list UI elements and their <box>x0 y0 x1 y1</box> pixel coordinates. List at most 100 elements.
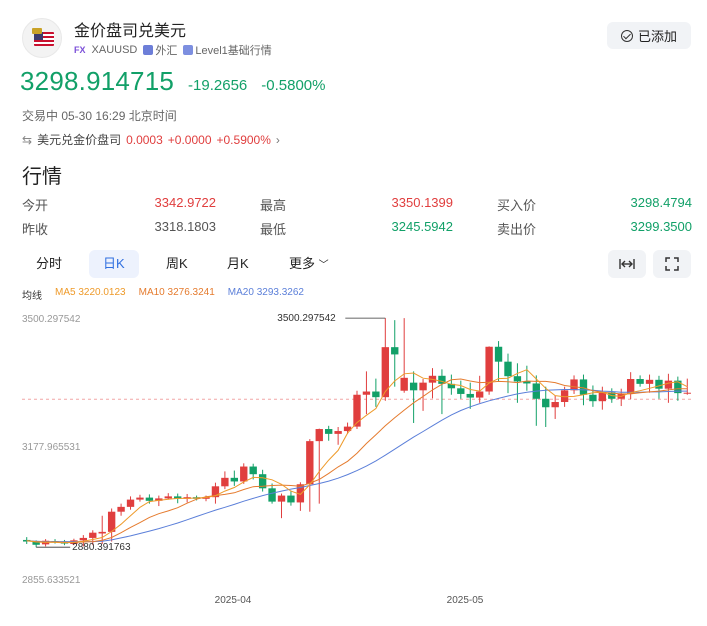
candle-body <box>343 426 352 432</box>
candle-body <box>457 388 465 394</box>
candlestick-chart[interactable]: 3500.297542 3177.965531 2855.633521 3500.29… <box>0 300 707 626</box>
price-change: -19.2656 <box>188 77 248 94</box>
candle-body <box>136 497 144 500</box>
open-value: 3342.9722 <box>154 195 216 210</box>
ask-value: 3299.3500 <box>630 219 692 234</box>
min-annotation: 2880.391763 <box>72 542 131 553</box>
fullscreen-button[interactable] <box>653 250 691 278</box>
tab-more[interactable]: 更多 ﹀ <box>275 250 343 278</box>
candle-body <box>98 531 106 534</box>
added-watchlist-button[interactable]: 已添加 <box>607 22 691 49</box>
cross-change-pct: +0.5900% <box>216 132 271 147</box>
chevron-down-icon: ﹀ <box>318 260 329 271</box>
ma5-label: MA5 3220.0123 <box>55 287 126 298</box>
fullscreen-icon <box>665 257 679 271</box>
gold-bar-icon <box>32 28 42 34</box>
candle-body <box>513 376 522 382</box>
ask-label: 卖出价 <box>497 222 537 237</box>
ma-base-label: 均线 <box>22 291 42 302</box>
price-change-pct: -0.5800% <box>261 77 326 94</box>
candle-body <box>674 380 682 394</box>
candle-body <box>32 541 40 545</box>
ma20-line <box>26 389 688 543</box>
candle-body <box>419 382 427 391</box>
candle-body <box>551 402 559 408</box>
cross-change: +0.0000 <box>167 132 212 147</box>
candle-body <box>400 377 408 391</box>
instrument-header: 金价盘司兑美元 FX XAUUSD 外汇 Level1基础行情 <box>22 14 692 62</box>
expand-horizontal-icon <box>619 259 635 269</box>
section-title: 行情 <box>22 166 62 188</box>
x-axis-label: 2025-04 <box>215 595 252 606</box>
ma5-line <box>26 369 688 544</box>
candle-body <box>542 398 550 408</box>
candle-body <box>494 346 503 362</box>
low-value: 3245.5942 <box>391 219 453 234</box>
candle-body <box>626 379 635 394</box>
candle-body <box>107 511 116 532</box>
ma10-line <box>26 378 688 543</box>
market-label: 外汇 <box>155 45 178 57</box>
x-axis-label: 2025-05 <box>447 595 484 606</box>
candle-body <box>268 488 276 502</box>
open-label: 今开 <box>22 198 49 213</box>
candle-body <box>589 394 597 402</box>
candle-body <box>655 379 663 389</box>
bid-value: 3298.4794 <box>630 195 692 210</box>
candle-body <box>409 382 418 391</box>
prev-close-value: 3318.1803 <box>154 219 216 234</box>
candle-body <box>211 486 220 498</box>
y-axis-label: 2855.633521 <box>22 575 81 586</box>
candle-body <box>334 431 342 434</box>
candle-body <box>560 390 569 403</box>
candle-body <box>447 383 456 389</box>
tab-intraday[interactable]: 分时 <box>36 256 63 271</box>
chevron-right-icon: › <box>275 132 280 147</box>
candle-body <box>249 466 257 475</box>
candle-body <box>325 429 333 434</box>
price-row: 3298.914715 -19.2656 -0.5800% <box>20 66 325 97</box>
check-circle-icon <box>620 29 633 42</box>
candle-body <box>391 347 399 355</box>
candle-body <box>466 393 474 398</box>
candle-body <box>636 379 644 384</box>
candle-body <box>155 498 163 501</box>
candle-body <box>362 391 371 395</box>
candle-body <box>353 394 361 427</box>
cross-name: 美元兑金价盘司 <box>37 133 122 147</box>
cross-rate-link[interactable]: ⇆ 美元兑金价盘司 0.0003 +0.0000 +0.5900% › <box>22 131 280 148</box>
candle-body <box>485 346 493 392</box>
candle-body <box>381 347 389 398</box>
max-annotation: 3500.297542 <box>277 313 336 324</box>
candle-body <box>277 495 286 502</box>
prev-close-label: 昨收 <box>22 222 49 237</box>
candle-body <box>145 497 154 501</box>
y-axis-label: 3177.965531 <box>22 442 81 453</box>
candle-body <box>570 379 578 391</box>
quote-row: 昨收 3318.1803 最低 3245.5942 卖出价 3299.3500 <box>22 219 692 243</box>
candle-body <box>664 380 673 389</box>
candle-body <box>598 392 607 402</box>
swap-icon: ⇆ <box>22 132 33 147</box>
candle-body <box>221 477 229 487</box>
chart-period-tabs: 分时 日K 周K 月K 更多 ﹀ <box>22 250 692 278</box>
candle-body <box>296 484 305 503</box>
tab-daily-k[interactable]: 日K <box>89 250 139 278</box>
candle-body <box>230 477 239 482</box>
us-flag-icon <box>22 18 62 58</box>
candle-body <box>579 379 588 395</box>
candle-body <box>306 441 314 485</box>
tab-monthly-k[interactable]: 月K <box>227 256 249 271</box>
candle-body <box>504 361 512 377</box>
tab-weekly-k[interactable]: 周K <box>166 256 188 271</box>
high-value: 3350.1399 <box>391 195 453 210</box>
level-label[interactable]: Level1基础行情 <box>195 45 272 57</box>
ma20-label: MA20 3293.3262 <box>227 287 304 298</box>
fx-tag: FX <box>74 45 86 55</box>
expand-horizontal-button[interactable] <box>608 250 646 278</box>
candle-body <box>258 474 267 489</box>
low-label: 最低 <box>260 222 287 237</box>
forex-icon <box>143 45 154 55</box>
last-price: 3298.914715 <box>20 66 175 96</box>
candle-body <box>117 506 125 512</box>
